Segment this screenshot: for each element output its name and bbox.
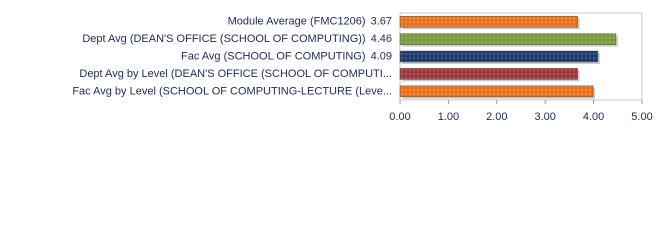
y-tick-label: Dept Avg (DEAN'S OFFICE (SCHOOL OF COMPU… [82, 33, 392, 45]
x-tick-label: 2.00 [486, 111, 507, 123]
bar-texture [400, 68, 578, 80]
x-tick-label: 3.00 [534, 111, 555, 123]
bar-texture [400, 16, 578, 28]
y-tick-label: Fac Avg (SCHOOL OF COMPUTING) 4.09 [181, 50, 392, 62]
bar-texture [400, 85, 594, 97]
value-label: 4.46 [371, 33, 392, 45]
category-label: Module Average (FMC1206) [228, 16, 366, 28]
x-tick-label: 1.00 [438, 111, 459, 123]
chart: 0.00 1.00 2.00 3.00 4.00 5.00 Module Average (… [72, 12, 653, 123]
category-label: Dept Avg (DEAN'S OFFICE (SCHOOL OF COMPU… [82, 33, 365, 45]
value-label: 3.67 [371, 16, 392, 28]
category-label: Fac Avg by Level (SCHOOL OF COMPUTING-LE… [72, 85, 392, 97]
category-label: Fac Avg (SCHOOL OF COMPUTING) [181, 50, 366, 62]
x-tick-label: 5.00 [631, 111, 652, 123]
bar-texture [400, 51, 598, 62]
bar-texture [400, 33, 616, 45]
y-tick-label: Module Average (FMC1206) 3.67 [228, 16, 392, 28]
value-label: 4.09 [371, 50, 392, 62]
y-tick-label: Fac Avg by Level (SCHOOL OF COMPUTING-LE… [72, 85, 392, 97]
y-tick-label: Dept Avg by Level (DEAN'S OFFICE (SCHOOL… [79, 68, 392, 80]
x-tick-label: 4.00 [583, 111, 604, 123]
category-label: Dept Avg by Level (DEAN'S OFFICE (SCHOOL… [79, 68, 392, 80]
x-tick-label: 0.00 [389, 111, 410, 123]
